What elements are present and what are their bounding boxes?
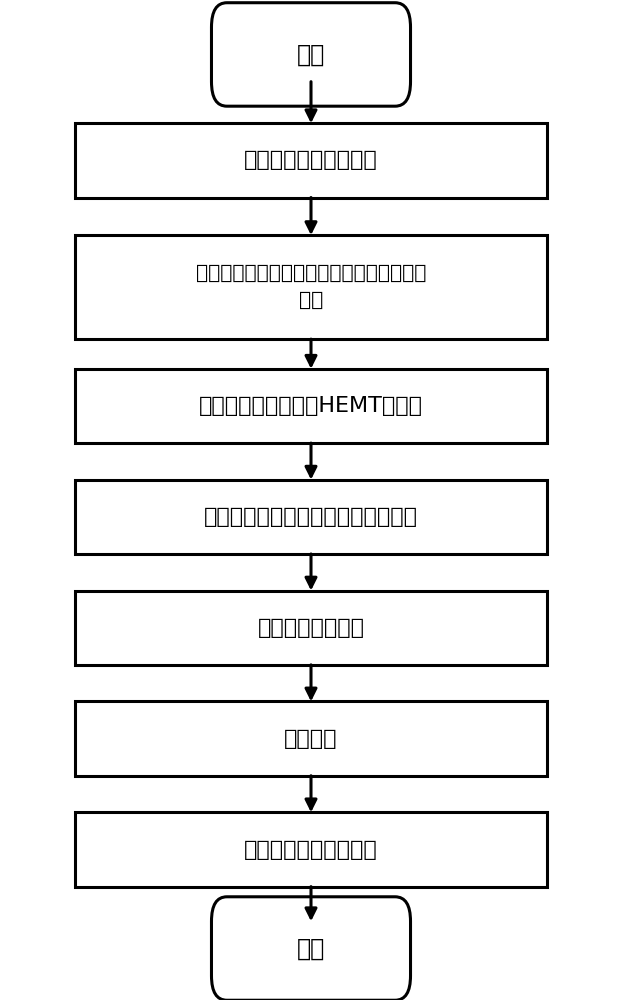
Text: 低温退火形成欧姆接触: 低温退火形成欧姆接触 bbox=[244, 840, 378, 860]
Text: 在衬底正面涂覆光刻胶: 在衬底正面涂覆光刻胶 bbox=[244, 150, 378, 170]
Bar bbox=[75, 480, 547, 554]
Bar bbox=[75, 369, 547, 443]
Bar bbox=[75, 812, 547, 887]
Text: 对刻蚀过的势垒层表面进行湿法腐蚀: 对刻蚀过的势垒层表面进行湿法腐蚀 bbox=[204, 507, 418, 527]
Bar bbox=[75, 235, 547, 339]
Text: 金属剥离: 金属剥离 bbox=[284, 729, 338, 749]
Text: 结束: 结束 bbox=[297, 937, 325, 961]
FancyBboxPatch shape bbox=[211, 897, 411, 1000]
Text: 在涂覆了光刻胶的衬底正面光刻出欧姆接触
图形: 在涂覆了光刻胶的衬底正面光刻出欧姆接触 图形 bbox=[196, 264, 426, 310]
FancyBboxPatch shape bbox=[211, 3, 411, 106]
Bar bbox=[75, 701, 547, 776]
Text: 开始: 开始 bbox=[297, 42, 325, 66]
Bar bbox=[75, 591, 547, 665]
Text: 采用低损伤工艺减薄HEMT势垒层: 采用低损伤工艺减薄HEMT势垒层 bbox=[199, 396, 423, 416]
Bar bbox=[75, 123, 547, 198]
Text: 淀积无金欧姆金属: 淀积无金欧姆金属 bbox=[258, 618, 364, 638]
